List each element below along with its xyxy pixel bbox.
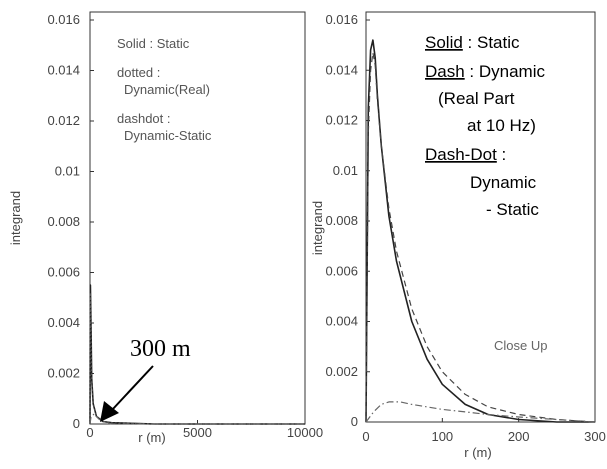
left-y-tick-label: 0.014 — [47, 63, 80, 78]
right-legend: Solid : Static Dash : Dynamic (Real Part at… — [425, 33, 545, 219]
right-y-tick-label: 0 — [351, 414, 358, 429]
left-chart-panel: 0 0.002 0.004 0.006 0.008 0.01 0.012 0.014 0.016… — [8, 11, 323, 445]
right-series-line-dash — [365, 52, 596, 423]
annotation-arrow-head — [100, 401, 119, 422]
annotation-300m: 300 m — [130, 336, 191, 362]
right-y-tick-label: 0.014 — [325, 62, 358, 77]
left-y-tick-label: 0.004 — [47, 315, 80, 330]
right-legend-line: - Static — [486, 200, 539, 219]
right-legend-line: Dash-Dot : — [425, 145, 506, 164]
left-legend-line-3: Dynamic(Real) — [124, 82, 210, 97]
right-legend-line: Solid : Static — [425, 33, 520, 52]
right-x-tick-label: 200 — [508, 429, 530, 444]
left-y-tick-label: 0.012 — [47, 113, 80, 128]
right-series-line-solid — [365, 39, 595, 423]
left-y-tick-label: 0.002 — [47, 366, 80, 381]
left-x-tick-label: 5000 — [183, 425, 212, 440]
left-y-tick-label: 0.016 — [47, 12, 80, 27]
right-legend-line: Dash : Dynamic — [425, 62, 545, 81]
right-y-tick-label: 0.016 — [325, 12, 358, 27]
left-y-tick-label: 0.006 — [47, 265, 80, 280]
right-x-tick-label: 0 — [362, 429, 369, 444]
right-y-tick-label: 0.008 — [325, 213, 358, 228]
right-legend-line: at 10 Hz) — [467, 116, 536, 135]
right-x-tick-label: 100 — [431, 429, 453, 444]
left-y-tick-label: 0.01 — [55, 164, 80, 179]
right-y-tick-label: 0.006 — [325, 263, 358, 278]
right-legend-line: Dynamic — [470, 173, 537, 192]
left-y-tick-label: 0 — [73, 416, 80, 431]
left-y-tick-label: 0.008 — [47, 214, 80, 229]
left-x-tick-label: 10000 — [287, 425, 323, 440]
right-y-axis-label: integrand — [310, 201, 325, 255]
left-legend-line-2: dotted : — [117, 65, 160, 80]
right-x-axis-label: r (m) — [464, 445, 491, 460]
left-series-line-dotted — [89, 292, 305, 425]
right-chart-panel: 0 0.002 0.004 0.006 0.008 0.01 0.012 0.014 0.016… — [310, 11, 606, 460]
close-up-note: Close Up — [494, 338, 547, 353]
annotation-arrow-shaft — [111, 365, 154, 411]
left-x-axis-label: r (m) — [138, 430, 165, 445]
left-legend-line-5: Dynamic-Static — [124, 128, 212, 143]
right-y-tick-label: 0.012 — [325, 113, 358, 128]
left-legend-line-1: Solid : Static — [117, 36, 190, 51]
left-y-axis-label: integrand — [8, 191, 23, 245]
right-y-tick-label: 0.004 — [325, 314, 358, 329]
left-legend: Solid : Static dotted : Dynamic(Real) da… — [117, 36, 212, 143]
right-x-tick-label: 300 — [584, 429, 606, 444]
right-plot-frame — [365, 11, 596, 423]
right-series-line-dashdot — [365, 401, 596, 423]
left-legend-line-4: dashdot : — [117, 111, 171, 126]
right-y-tick-label: 0.002 — [325, 364, 358, 379]
right-legend-line: (Real Part — [438, 89, 515, 108]
left-series-line-solid — [89, 284, 305, 425]
left-x-tick-label: 0 — [86, 425, 93, 440]
right-y-tick-label: 0.01 — [333, 163, 358, 178]
